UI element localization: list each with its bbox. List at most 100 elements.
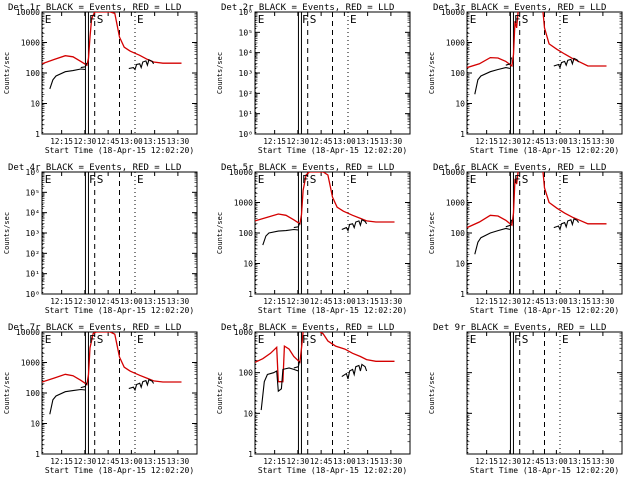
panel-title: Det 9r BLACK = Events, RED = LLD [433, 323, 606, 333]
x-tick-label: 12:15 [50, 297, 73, 306]
marker-label-S: S [97, 333, 104, 346]
marker-label-E: E [562, 333, 569, 346]
x-tick-label: 13:30 [380, 137, 403, 146]
y-tick-label: 10 [243, 409, 253, 418]
y-tick-label: 10⁴ [239, 49, 253, 58]
marker-label-S: S [310, 13, 317, 26]
x-axis-label: Start Time (18-Apr-15 12:02:20) [45, 466, 194, 475]
marker-label-S: S [522, 173, 529, 186]
y-tick-label: 10 [243, 260, 253, 269]
panel-det-1: Det 1r BLACK = Events, RED = LLD Counts/s… [3, 3, 198, 155]
events-series-line [49, 388, 86, 415]
events-series-line [553, 57, 580, 70]
panel-det-8: Det 8r BLACK = Events, RED = LLD Counts/s… [216, 323, 411, 475]
marker-label-E: E [45, 173, 52, 186]
x-tick-label: 12:15 [50, 137, 73, 146]
y-tick-label: 10² [239, 89, 253, 98]
lld-series-line [42, 12, 182, 67]
events-series-line [293, 360, 301, 369]
x-axis-label: Start Time (18-Apr-15 12:02:20) [258, 146, 407, 155]
marker-label-F: F [514, 13, 521, 26]
marker-label-S: S [310, 333, 317, 346]
marker-label-E: E [350, 333, 357, 346]
marker-label-E: E [137, 173, 144, 186]
x-tick-label: 13:30 [167, 297, 190, 306]
events-series-line [293, 222, 301, 229]
panel-title: Det 3r BLACK = Events, RED = LLD [433, 3, 606, 13]
marker-label-E: E [137, 13, 144, 26]
x-tick-label: 13:00 [545, 457, 568, 466]
x-tick-label: 12:30 [74, 297, 97, 306]
lld-series-line [542, 12, 607, 67]
x-tick-label: 13:30 [592, 137, 615, 146]
y-axis-label: Counts/sec [216, 52, 224, 94]
marker-label-E: E [562, 173, 569, 186]
marker-label-E: E [470, 13, 477, 26]
marker-label-E: E [258, 333, 265, 346]
y-tick-label: 10000 [16, 8, 40, 17]
y-axis-label: Counts/sec [428, 52, 436, 94]
panel-det-3: Det 3r BLACK = Events, RED = LLD Counts/s… [428, 3, 623, 155]
x-tick-label: 12:15 [475, 457, 498, 466]
lld-series-line [467, 172, 519, 229]
marker-label-E: E [562, 13, 569, 26]
y-tick-label: 10 [455, 100, 465, 109]
y-axis-label: Counts/sec [3, 52, 11, 94]
y-tick-label: 10² [26, 249, 40, 258]
y-tick-label: 10000 [229, 168, 253, 177]
events-series-line [474, 227, 511, 255]
x-tick-label: 12:45 [310, 137, 333, 146]
events-series-line [553, 218, 580, 232]
marker-label-F: F [302, 173, 309, 186]
events-series-line [80, 62, 88, 69]
x-tick-label: 12:45 [522, 137, 545, 146]
x-tick-label: 12:30 [74, 457, 97, 466]
panel-det-4: Det 4r BLACK = Events, RED = LLD Counts/s… [3, 163, 198, 315]
y-tick-label: 1000 [21, 39, 40, 48]
marker-label-F: F [514, 173, 521, 186]
lld-series-line [319, 332, 395, 362]
x-tick-label: 13:00 [545, 137, 568, 146]
x-tick-label: 12:45 [310, 297, 333, 306]
x-axis-label: Start Time (18-Apr-15 12:02:20) [45, 306, 194, 315]
events-series-line [260, 367, 299, 411]
x-tick-label: 12:45 [97, 457, 120, 466]
x-axis-label: Start Time (18-Apr-15 12:02:20) [470, 146, 619, 155]
x-tick-label: 13:15 [356, 137, 379, 146]
x-axis-label: Start Time (18-Apr-15 12:02:20) [258, 466, 407, 475]
x-tick-label: 12:30 [287, 457, 310, 466]
marker-label-F: F [302, 13, 309, 26]
plot-data [255, 332, 395, 411]
y-axis-label: Counts/sec [216, 372, 224, 414]
x-tick-label: 13:15 [356, 297, 379, 306]
y-tick-label: 10³ [26, 229, 40, 238]
y-axis-label: Counts/sec [428, 372, 436, 414]
x-axis-label: Start Time (18-Apr-15 12:02:20) [45, 146, 194, 155]
x-tick-label: 12:15 [263, 297, 286, 306]
marker-label-F: F [302, 333, 309, 346]
panel-det-7: Det 7r BLACK = Events, RED = LLD Counts/s… [3, 323, 198, 475]
panel-title: Det 2r BLACK = Events, RED = LLD [221, 3, 394, 13]
y-tick-label: 10000 [16, 328, 40, 337]
y-axis-label: Counts/sec [3, 212, 11, 254]
events-series-line [49, 68, 86, 90]
y-axis-label: Counts/sec [3, 372, 11, 414]
y-tick-label: 1 [460, 290, 465, 299]
x-tick-label: 12:45 [97, 297, 120, 306]
marker-label-S: S [522, 13, 529, 26]
y-tick-label: 10¹ [239, 110, 253, 119]
events-series-line [80, 382, 88, 389]
panel-title: Det 1r BLACK = Events, RED = LLD [8, 3, 181, 13]
events-series-line [474, 67, 511, 95]
marker-label-E: E [470, 173, 477, 186]
y-tick-label: 10⁰ [239, 130, 253, 139]
y-axis-label: Counts/sec [216, 212, 224, 254]
panel-det-6: Det 6r BLACK = Events, RED = LLD Counts/s… [428, 163, 623, 315]
x-tick-label: 12:45 [310, 457, 333, 466]
y-tick-label: 1 [35, 130, 40, 139]
y-tick-label: 100 [451, 229, 466, 238]
plot-data [255, 172, 395, 246]
x-tick-label: 12:15 [50, 457, 73, 466]
plot-data [42, 332, 182, 415]
marker-label-E: E [45, 333, 52, 346]
